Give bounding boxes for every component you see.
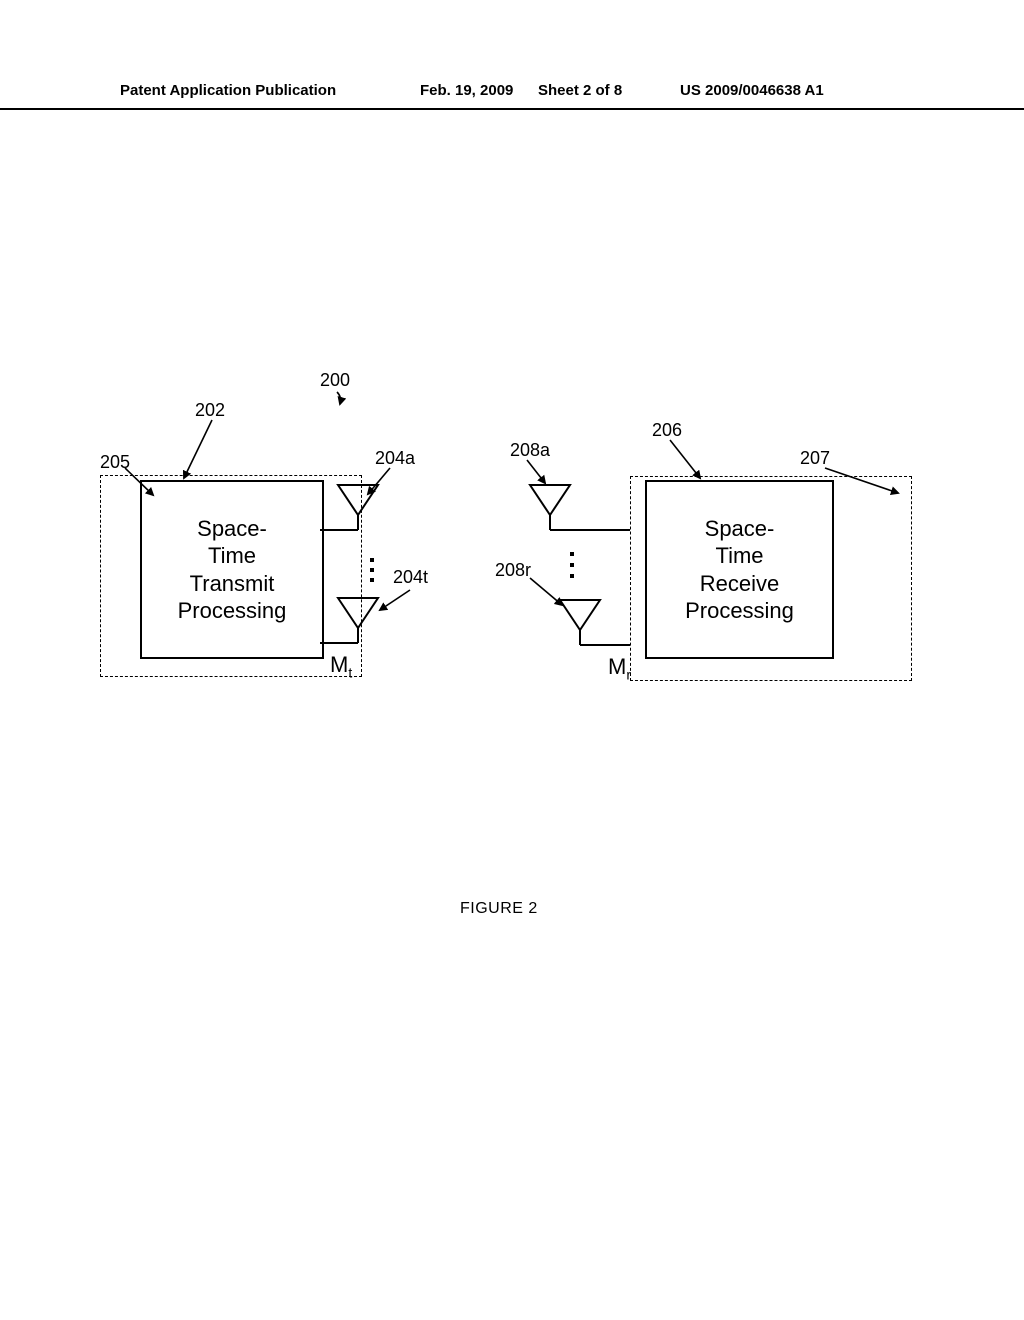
leader-208r bbox=[530, 578, 562, 605]
leader-202 bbox=[184, 420, 212, 478]
leader-207 bbox=[825, 468, 898, 493]
leader-208a bbox=[527, 460, 545, 483]
header-right: US 2009/0046638 A1 bbox=[680, 82, 824, 99]
leader-204a bbox=[368, 468, 390, 494]
leader-206 bbox=[670, 440, 700, 478]
page: Patent Application Publication Feb. 19, … bbox=[0, 0, 1024, 1320]
rx-antenna-top bbox=[530, 485, 630, 530]
leader-204t bbox=[380, 590, 410, 610]
rx-dots bbox=[570, 552, 574, 578]
tx-antenna-bottom bbox=[320, 598, 378, 643]
header-center: Feb. 19, 2009 bbox=[420, 82, 513, 99]
diagram-svg bbox=[90, 360, 930, 790]
page-header: Patent Application Publication Feb. 19, … bbox=[0, 78, 1024, 110]
figure-diagram: 202 200 205 204a 208a 206 207 204t 208r … bbox=[90, 360, 930, 790]
leader-200 bbox=[337, 392, 341, 404]
header-sheet: Sheet 2 of 8 bbox=[538, 82, 622, 99]
tx-dots bbox=[370, 558, 374, 582]
leader-205 bbox=[125, 468, 153, 495]
header-left: Patent Application Publication bbox=[120, 82, 336, 99]
rx-antenna-bottom bbox=[560, 600, 630, 645]
figure-caption: FIGURE 2 bbox=[460, 900, 538, 918]
